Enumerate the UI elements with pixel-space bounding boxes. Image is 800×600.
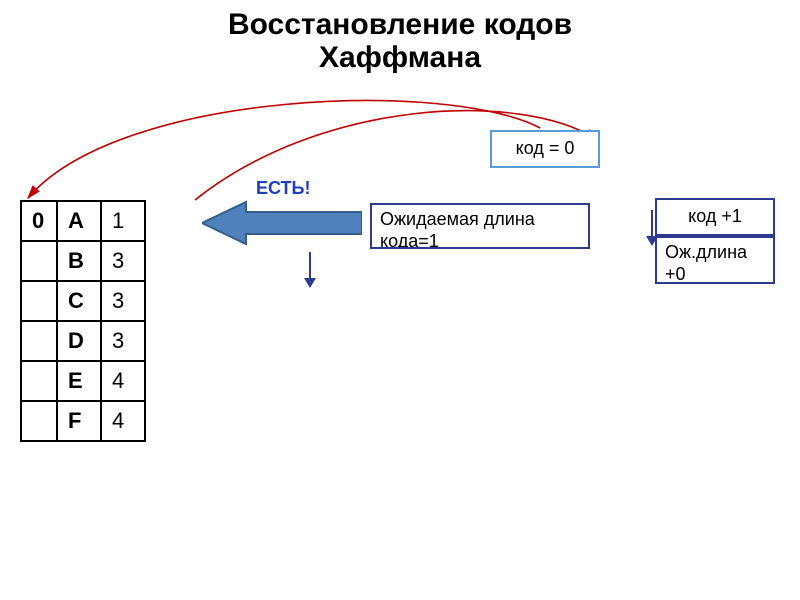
- est-label: ЕСТЬ!: [256, 178, 310, 199]
- box-code-eq-0: код = 0: [490, 130, 600, 168]
- huffman-table: 0 A 1 B 3 C 3 D 3 E 4 F 4: [20, 200, 146, 442]
- box-code-plus-1: код +1: [655, 198, 775, 236]
- down-arrow-icon: [300, 252, 320, 288]
- cell-code: 0: [21, 201, 57, 241]
- cell-sym: D: [57, 321, 101, 361]
- table-row: F 4: [21, 401, 145, 441]
- cell-sym: F: [57, 401, 101, 441]
- cell-code: [21, 401, 57, 441]
- cell-sym: A: [57, 201, 101, 241]
- cell-sym: E: [57, 361, 101, 401]
- cell-code: [21, 321, 57, 361]
- table-row: D 3: [21, 321, 145, 361]
- cell-len: 3: [101, 321, 145, 361]
- big-left-arrow-icon: [202, 200, 362, 246]
- cell-sym: B: [57, 241, 101, 281]
- cell-code: [21, 361, 57, 401]
- cell-code: [21, 281, 57, 321]
- cell-len: 1: [101, 201, 145, 241]
- cell-len: 3: [101, 241, 145, 281]
- title-line-2: Хаффмана: [319, 41, 481, 74]
- cell-len: 4: [101, 401, 145, 441]
- table-row: E 4: [21, 361, 145, 401]
- cell-code: [21, 241, 57, 281]
- cell-len: 4: [101, 361, 145, 401]
- box-expected-length: Ожидаемая длина кода=1: [370, 203, 590, 249]
- down-arrow-icon: [642, 210, 662, 246]
- cell-len: 3: [101, 281, 145, 321]
- page-title: Восстановление кодов Хаффмана: [0, 8, 800, 74]
- table-row: C 3: [21, 281, 145, 321]
- box-expected-length-plus-0: Ож.длина +0: [655, 236, 775, 284]
- cell-sym: C: [57, 281, 101, 321]
- table-row: 0 A 1: [21, 201, 145, 241]
- title-line-1: Восстановление кодов: [228, 8, 572, 41]
- table-row: B 3: [21, 241, 145, 281]
